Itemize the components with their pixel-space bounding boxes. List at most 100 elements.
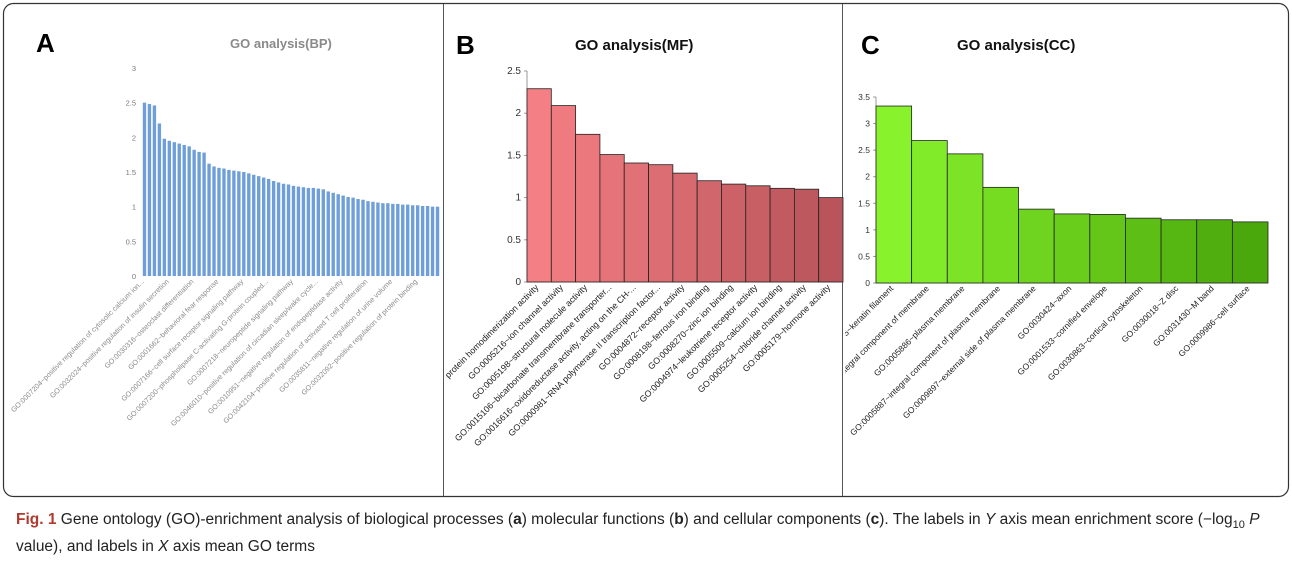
bar (187, 146, 191, 276)
chart-panel-b: B GO analysis(MF) 0 0.5 1 1.5 2 2.5 GO:0042803~p… (446, 30, 844, 448)
bar (252, 174, 256, 276)
bar (177, 143, 181, 276)
bar (227, 169, 231, 276)
bar (197, 151, 201, 276)
bar (391, 203, 395, 276)
bar (222, 168, 226, 276)
bar (326, 191, 330, 276)
bar (648, 164, 674, 283)
y-tick-label: 0.5 (507, 235, 521, 246)
bar (306, 187, 311, 276)
bar (745, 185, 771, 283)
bar (237, 171, 241, 276)
bar (818, 197, 844, 283)
bar (769, 187, 795, 283)
bar (301, 187, 306, 276)
bar (623, 162, 649, 283)
bar (982, 186, 1019, 284)
y-tick-label: 0 (132, 272, 136, 281)
bar (351, 197, 355, 276)
chart-title: GO analysis(CC) (957, 37, 1075, 54)
panel-letter: B (456, 30, 475, 60)
bar (1160, 219, 1198, 284)
y-tick-label: 1 (515, 193, 521, 204)
y-tick-label: 1 (865, 225, 870, 235)
figure-border (2, 2, 1290, 498)
bar (386, 203, 390, 276)
bar (316, 188, 321, 276)
bar (599, 154, 625, 283)
y-tick-label: 1.5 (126, 168, 136, 177)
bar (356, 199, 360, 276)
x-tick-label: GO:0032092~positive regulation of protei… (299, 277, 419, 397)
bar (341, 195, 345, 276)
y-tick-label: 1.5 (858, 198, 870, 208)
y-tick-label: 3 (132, 64, 136, 73)
bar (142, 102, 147, 277)
bar (1231, 221, 1269, 284)
bar (875, 105, 913, 284)
panel-letter: C (861, 30, 880, 60)
bar (182, 144, 186, 276)
bar (1018, 208, 1055, 284)
bar (401, 204, 405, 276)
x-tick-label: GO:0001662~behavioral fear response (126, 277, 220, 371)
bar (526, 88, 552, 283)
y-tick-label: 1.5 (507, 150, 521, 161)
x-tick-label: GO:0009897~external side of plasma membr… (901, 283, 1038, 420)
bar (793, 188, 820, 283)
bar (1196, 219, 1233, 284)
bar (147, 104, 152, 276)
bar (162, 138, 167, 276)
chart-title: GO analysis(MF) (575, 37, 693, 54)
bar (212, 166, 216, 276)
y-tick-label: 2 (515, 108, 521, 119)
bar (286, 184, 291, 276)
bar (425, 205, 430, 276)
bar (336, 194, 340, 276)
bar (291, 185, 296, 276)
bar (430, 206, 435, 276)
y-tick-label: 3.5 (858, 92, 870, 102)
y-tick-label: 0 (865, 278, 870, 288)
y-tick-label: 2.5 (858, 145, 870, 155)
bar (911, 140, 948, 284)
panel-letter: A (36, 28, 55, 58)
y-tick-label: 3 (865, 119, 870, 129)
bar (371, 201, 375, 276)
x-label-group: GO:0042803~protein homodimerization acti… (446, 282, 833, 448)
bar (575, 133, 601, 283)
bar (415, 205, 420, 276)
bar (192, 149, 196, 276)
figure-number: Fig. 1 (16, 511, 57, 528)
x-tick-label: GO:0031430~M band (1151, 283, 1216, 348)
y-tick-label: 2 (865, 172, 870, 182)
bar (396, 203, 400, 276)
bar (261, 177, 266, 276)
bar (721, 183, 747, 283)
x-tick-label: GO:0009986~cell surface (1176, 283, 1252, 359)
y-tick-label: 2.5 (507, 66, 521, 77)
bar (376, 202, 380, 276)
bar (672, 172, 698, 283)
y-tick-label: 0.5 (858, 251, 870, 261)
x-tick-label: GO:0016616~oxidoreductase activity, acti… (472, 282, 638, 448)
bar (406, 204, 410, 276)
chart-panel-c: C GO analysis(CC) 0 0.5 1 1.5 2 2.5 3 3.5 GO:00450… (845, 30, 1269, 438)
bar (696, 180, 722, 283)
bar (276, 182, 281, 276)
bar (202, 152, 206, 276)
bar (271, 181, 276, 276)
y-tick-label: 2.5 (126, 99, 136, 108)
bar (247, 173, 251, 276)
x-label-group: GO:0007204~positive regulation of cytoso… (9, 277, 419, 428)
bar (331, 192, 335, 276)
y-tick-label: 0 (515, 277, 521, 288)
chart-title: GO analysis(BP) (230, 36, 332, 51)
bar (946, 153, 984, 284)
bar (346, 196, 350, 276)
bar (242, 172, 246, 276)
y-tick-label: 0.5 (126, 237, 136, 246)
figure-caption: Fig. 1 Gene ontology (GO)-enrichment ana… (16, 511, 1260, 556)
bar (1125, 217, 1162, 284)
